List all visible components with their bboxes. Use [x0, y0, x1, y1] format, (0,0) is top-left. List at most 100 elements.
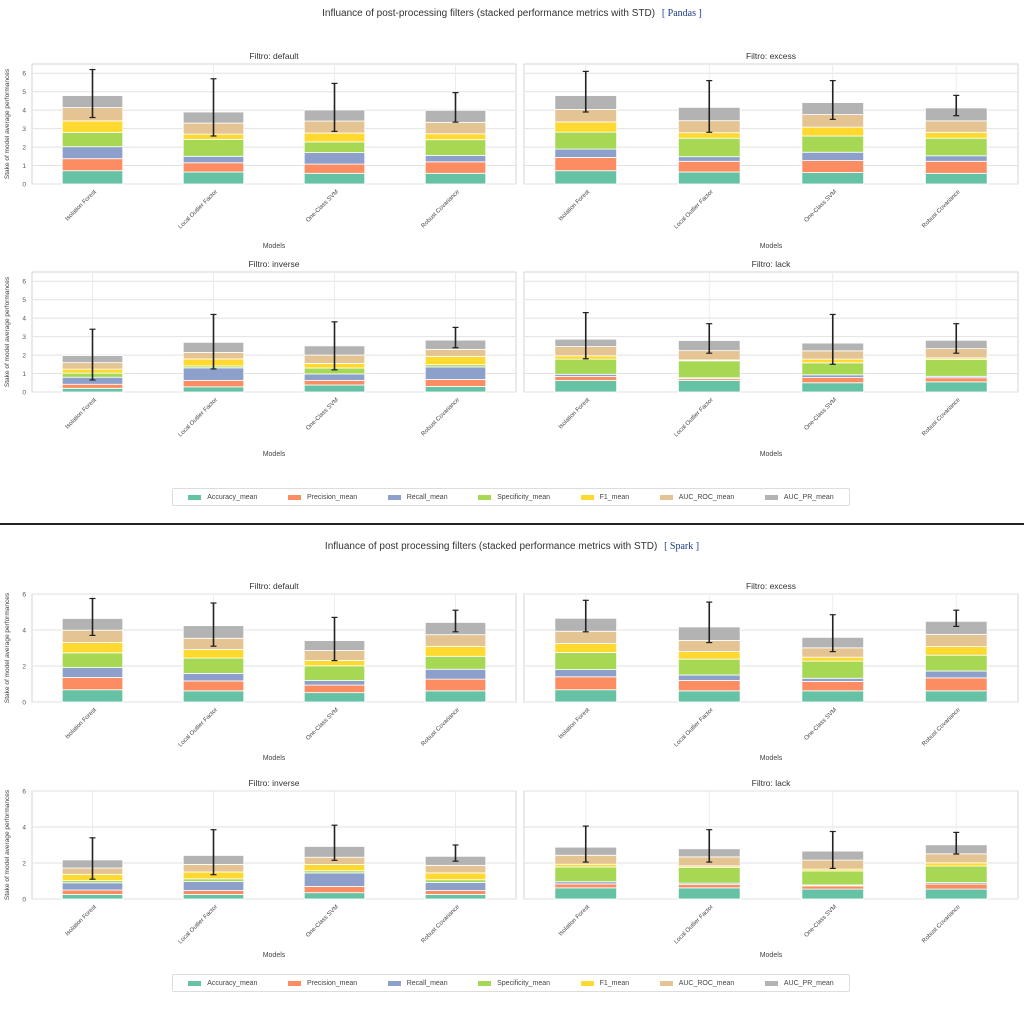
bar-segment-accuracy-mean — [61, 170, 124, 185]
x-tick-label: Local Outlier Factor — [178, 397, 219, 438]
y-tick-label: 0 — [22, 182, 26, 189]
legend-item: Precision_mean — [288, 494, 357, 501]
bar-segment-accuracy-mean — [61, 894, 124, 900]
legend-label: F1_mean — [599, 493, 630, 501]
legend-label: AUC_ROC_mean — [678, 979, 735, 987]
figure-title-text: Influance of post-processing filters (st… — [322, 8, 656, 19]
legend-item: Accuracy_mean — [188, 980, 257, 987]
bar-segment-precision-mean — [303, 379, 366, 386]
bar-segment-precision-mean — [303, 684, 366, 694]
subplot-title: Filtro: lack — [752, 778, 791, 788]
bar-segment-specificity-mean — [182, 878, 245, 882]
bar-segment-accuracy-mean — [677, 887, 741, 900]
bar-segment-recall-mean — [554, 669, 618, 678]
legend-swatch — [659, 494, 673, 500]
y-tick-label: 0 — [22, 700, 26, 707]
y-axis-label: Stake of model average performances — [4, 276, 11, 387]
legend-label: Recall_mean — [406, 493, 448, 501]
subplot-spark-default: Filtro: default 0 2 4 6 Isolation Forest Local… — [4, 581, 517, 762]
bar-segment-accuracy-mean — [303, 172, 366, 185]
x-tick-label: One-Class SVM — [305, 707, 340, 742]
legend-item: Accuracy_mean — [188, 494, 257, 501]
x-tick-label: Isolation Forest — [558, 189, 591, 222]
bar-segment-f1-mean — [424, 355, 487, 366]
bar-segment-specificity-mean — [303, 141, 366, 154]
bar-segment-recall-mean — [182, 881, 245, 891]
bar-segment-recall-mean — [182, 367, 245, 381]
bar-segment-specificity-mean — [924, 654, 988, 672]
bar-segment-specificity-mean — [924, 137, 988, 157]
bar-segment-recall-mean — [924, 155, 988, 162]
bar-segment-auc-roc-mean — [554, 630, 618, 644]
x-tick-label: Local Outlier Factor — [178, 904, 219, 945]
bar-segment-accuracy-mean — [924, 690, 988, 703]
bar-segment-f1-mean — [554, 643, 618, 653]
bar-segment-precision-mean — [554, 376, 618, 381]
bar-segment-f1-mean — [424, 872, 487, 881]
y-tick-label: 2 — [22, 353, 26, 360]
subplot-spark-lack: Filtro: lack Isolation Forest Local Outlie… — [523, 778, 1019, 959]
bar-segment-f1-mean — [677, 132, 741, 139]
bar-segment-recall-mean — [303, 152, 366, 165]
subplot-pandas-lack: Filtro: lack Isolation Forest Local Outlie… — [523, 259, 1019, 458]
y-tick-label: 6 — [22, 279, 26, 286]
legend-item: AUC_PR_mean — [764, 980, 834, 987]
figure-title-text: Influance of post processing filters (st… — [324, 541, 658, 552]
bar-segment-recall-mean — [303, 872, 366, 887]
bar-segment-accuracy-mean — [924, 888, 988, 900]
legend-label: Recall_mean — [406, 979, 448, 987]
bar-segment-accuracy-mean — [424, 172, 487, 185]
bar-segment-precision-mean — [801, 681, 865, 692]
bar-segment-accuracy-mean — [801, 888, 865, 900]
bar-segment-auc-roc-mean — [424, 864, 487, 874]
y-tick-label: 4 — [22, 825, 26, 832]
x-tick-label: Robust Covariance — [921, 189, 962, 230]
legend-item: F1_mean — [580, 980, 629, 987]
x-axis-label: Models — [760, 451, 783, 458]
bar-segment-recall-mean — [424, 154, 487, 163]
legend-swatch — [478, 980, 492, 986]
bar-segment-precision-mean — [924, 883, 988, 890]
bar-segment-specificity-mean — [303, 665, 366, 681]
x-tick-label: Isolation Forest — [558, 707, 591, 740]
bar-segment-recall-mean — [801, 151, 865, 161]
bar-segment-specificity-mean — [924, 865, 988, 884]
legend-item: AUC_ROC_mean — [659, 494, 734, 501]
bar-segment-precision-mean — [424, 890, 487, 895]
section-divider — [0, 523, 1024, 525]
bar-segment-precision-mean — [182, 890, 245, 895]
legend-item: Specificity_mean — [478, 980, 550, 987]
bar-segment-recall-mean — [554, 148, 618, 158]
legend-item: Recall_mean — [387, 493, 448, 501]
legend-swatch — [188, 494, 202, 500]
bar-segment-f1-mean — [303, 660, 366, 667]
bar-segment-specificity-mean — [677, 360, 741, 379]
bar-segment-accuracy-mean — [182, 894, 245, 900]
bar-segment-accuracy-mean — [801, 172, 865, 185]
bar-segment-precision-mean — [61, 383, 124, 389]
bar-segment-precision-mean — [554, 676, 618, 691]
legend-swatch — [387, 980, 401, 986]
bar-segment-f1-mean — [303, 864, 366, 872]
bar-segment-recall-mean — [801, 677, 865, 682]
bar-segment-accuracy-mean — [61, 689, 124, 703]
x-tick-label: Local Outlier Factor — [673, 707, 714, 748]
bar-segment-f1-mean — [61, 642, 124, 654]
x-tick-label: Local Outlier Factor — [673, 397, 714, 438]
x-tick-label: One-Class SVM — [804, 397, 839, 432]
bar-segment-specificity-mean — [61, 652, 124, 669]
legend-swatch — [580, 980, 594, 986]
bar-segment-accuracy-mean — [554, 887, 618, 900]
bar-segment-f1-mean — [61, 120, 124, 133]
y-tick-label: 2 — [22, 861, 26, 868]
bar-segment-f1-mean — [554, 121, 618, 133]
bar-segment-f1-mean — [182, 649, 245, 659]
bar-segment-specificity-mean — [554, 131, 618, 150]
bar-segment-precision-mean — [801, 160, 865, 173]
x-axis-label: Models — [263, 451, 286, 458]
legend-spark: Accuracy_mean Precision_mean Recall_mean Sp… — [172, 974, 850, 992]
bar-segment-f1-mean — [924, 862, 988, 867]
bar-segment-accuracy-mean — [554, 689, 618, 703]
bar-segment-accuracy-mean — [677, 171, 741, 185]
bar-segment-f1-mean — [424, 133, 487, 141]
